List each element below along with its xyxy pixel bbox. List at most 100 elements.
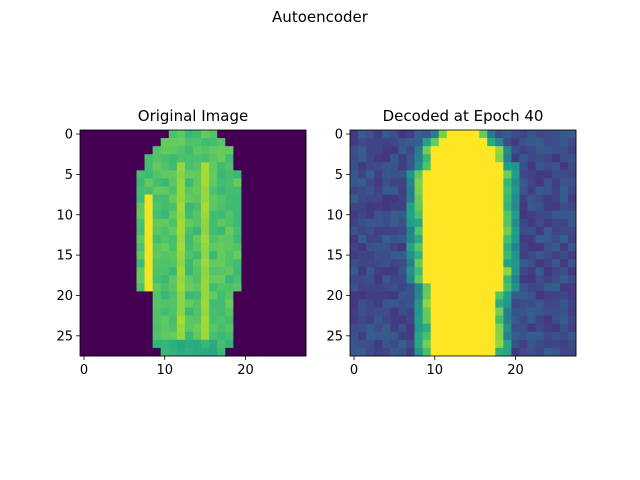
decoded-image-cell <box>567 315 577 325</box>
decoded-image-cell <box>366 243 375 252</box>
original-image-cell <box>209 202 218 212</box>
original-image-cell <box>136 226 145 236</box>
original-image-cell <box>168 154 178 163</box>
decoded-image-cell <box>535 339 545 349</box>
original-image-cell <box>289 186 299 195</box>
decoded-image-cell <box>471 291 480 300</box>
original-image-cell <box>265 275 275 284</box>
decoded-image-cell <box>511 210 520 220</box>
original-image-cell <box>273 146 283 155</box>
original-image-cell <box>168 243 178 252</box>
original-image-cell <box>209 307 218 316</box>
original-image-cell <box>273 138 283 147</box>
original-image-cell <box>297 146 307 155</box>
original-image-cell <box>241 226 250 236</box>
decoded-image-cell <box>527 315 536 325</box>
original-image-x-tick-label: 0 <box>80 363 88 378</box>
decoded-image-cell <box>446 162 456 171</box>
original-image-cell <box>241 275 250 284</box>
original-image-cell <box>88 210 97 220</box>
original-image-cell <box>96 210 105 220</box>
decoded-image-cell <box>487 283 496 292</box>
original-image-cell <box>96 259 105 268</box>
decoded-image-cell <box>446 331 456 341</box>
original-image-cell <box>297 186 307 195</box>
original-image-cell <box>257 331 266 341</box>
original-image-cell <box>281 178 291 187</box>
original-image-cell <box>104 234 113 244</box>
original-image-cell <box>96 130 105 139</box>
original-image-cell <box>297 283 307 292</box>
original-image-cell <box>265 251 275 260</box>
decoded-image-cell <box>551 162 561 171</box>
decoded-image-y-tick-label: 10 <box>326 208 343 223</box>
decoded-image-cell <box>463 202 472 212</box>
decoded-image-cell <box>454 210 464 220</box>
original-image-cell <box>160 178 170 187</box>
decoded-image-cell <box>350 194 359 203</box>
original-image-cell <box>193 251 202 260</box>
original-image-cell <box>144 283 153 292</box>
decoded-image-cell <box>567 339 577 349</box>
decoded-image-cell <box>430 243 440 252</box>
original-image-cell <box>160 146 170 155</box>
original-image-cell <box>160 299 170 308</box>
decoded-image-cell <box>398 170 407 179</box>
decoded-image-cell <box>446 226 456 236</box>
decoded-image-cell <box>406 275 415 284</box>
decoded-image-cell <box>567 291 577 300</box>
decoded-image-cell <box>382 218 391 228</box>
original-image-cell <box>249 331 258 341</box>
original-image-cell <box>104 154 113 163</box>
decoded-image-cell <box>446 146 456 155</box>
original-image-cell <box>168 347 178 357</box>
original-image-cell <box>209 154 218 163</box>
decoded-image-cell <box>567 234 577 244</box>
original-image-cell <box>120 186 129 195</box>
decoded-image-cell <box>358 138 367 147</box>
decoded-image-cell <box>430 202 440 212</box>
original-image-cell <box>297 251 307 260</box>
decoded-image-cell <box>479 315 488 325</box>
original-image-cell <box>104 194 113 203</box>
decoded-image-cell <box>551 275 561 284</box>
original-image-cell <box>297 291 307 300</box>
decoded-image-cell <box>406 218 415 228</box>
original-image-cell <box>152 347 162 357</box>
original-image-cell <box>88 194 97 203</box>
original-image-cell <box>201 267 210 276</box>
decoded-image-cell <box>390 307 399 316</box>
original-image-cell <box>176 347 186 357</box>
original-image-cell <box>217 194 226 203</box>
decoded-image-cell <box>479 323 488 333</box>
original-image-cell <box>201 299 210 308</box>
decoded-image-cell <box>374 218 383 228</box>
decoded-image-cell <box>414 146 423 155</box>
decoded-image-cell <box>519 218 528 228</box>
decoded-image-cell <box>438 202 448 212</box>
decoded-image-cell <box>414 283 423 292</box>
original-image-cell <box>120 315 129 325</box>
decoded-image-cell <box>374 234 383 244</box>
decoded-image-cell <box>559 202 569 212</box>
original-image-cell <box>88 226 97 236</box>
decoded-image-cell <box>446 186 456 195</box>
decoded-image-cell <box>454 186 464 195</box>
original-image-cell <box>257 130 266 139</box>
decoded-image-cell <box>463 291 472 300</box>
original-image-cell <box>289 218 299 228</box>
decoded-image-cell <box>454 347 464 357</box>
decoded-image-cell <box>446 243 456 252</box>
original-image-cell <box>104 210 113 220</box>
decoded-image-cell <box>406 315 415 325</box>
decoded-image-cell <box>446 323 456 333</box>
original-image-cell <box>209 275 218 284</box>
decoded-image-cell <box>551 307 561 316</box>
original-image-cell <box>112 130 121 139</box>
decoded-image-cell <box>527 331 536 341</box>
decoded-image-cell <box>535 347 545 357</box>
original-image-cell <box>120 347 129 357</box>
original-image-cell <box>201 243 210 252</box>
decoded-image-cell <box>366 299 375 308</box>
decoded-image-cell <box>398 186 407 195</box>
